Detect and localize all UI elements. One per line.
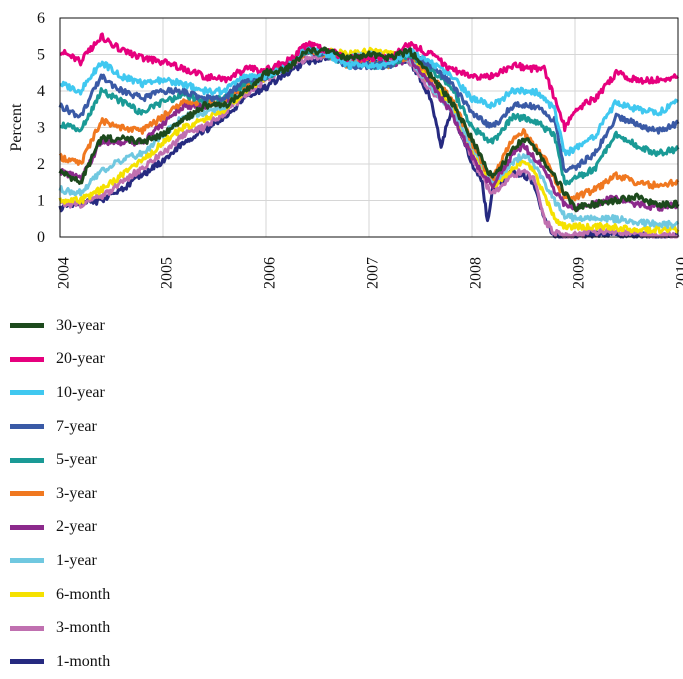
legend-swatch xyxy=(10,524,44,530)
y-axis: 0 1 2 3 4 5 6 xyxy=(37,10,45,246)
y-tick-label: 6 xyxy=(37,10,45,27)
legend-swatch xyxy=(10,625,44,631)
x-tick-label: 2007 xyxy=(365,257,382,289)
legend-item: 1-year xyxy=(10,544,110,578)
legend-item: 6-month xyxy=(10,578,110,612)
y-tick-label: 5 xyxy=(37,47,45,64)
legend-label: 2-year xyxy=(56,518,97,536)
legend-swatch xyxy=(10,491,44,497)
legend-swatch xyxy=(10,592,44,598)
legend-item: 2-year xyxy=(10,511,110,545)
x-tick-label: 2005 xyxy=(159,257,176,289)
legend-label: 30-year xyxy=(56,316,105,334)
y-tick-label: 2 xyxy=(37,156,45,173)
legend-item: 3-month xyxy=(10,611,110,645)
y-tick-label: 3 xyxy=(37,120,45,137)
x-tick-label: 2010 xyxy=(674,257,683,289)
legend-swatch xyxy=(10,390,44,396)
legend-swatch xyxy=(10,356,44,362)
legend-swatch xyxy=(10,323,44,329)
legend-item: 20-year xyxy=(10,343,110,377)
legend-item: 5-year xyxy=(10,443,110,477)
legend-label: 3-month xyxy=(56,619,111,637)
legend-label: 20-year xyxy=(56,350,105,368)
series-line-30-year xyxy=(58,46,680,213)
x-tick-label: 2008 xyxy=(468,257,485,289)
x-tick-label: 2006 xyxy=(262,257,279,289)
y-axis-label: Percent xyxy=(8,103,25,152)
legend: 30-year 20-year 10-year 7-year 5-year 3-year 2… xyxy=(10,309,110,679)
x-tick-label: 2004 xyxy=(56,257,73,289)
legend-swatch xyxy=(10,659,44,665)
legend-item: 7-year xyxy=(10,410,110,444)
legend-swatch xyxy=(10,558,44,564)
legend-label: 5-year xyxy=(56,451,97,469)
legend-label: 1-month xyxy=(56,652,111,670)
legend-item: 1-month xyxy=(10,645,110,679)
legend-swatch xyxy=(10,457,44,463)
x-tick-label: 2009 xyxy=(571,257,588,289)
legend-swatch xyxy=(10,424,44,430)
legend-label: 6-month xyxy=(56,585,111,603)
legend-item: 10-year xyxy=(10,376,110,410)
legend-item: 3-year xyxy=(10,477,110,511)
legend-label: 1-year xyxy=(56,551,97,569)
legend-label: 7-year xyxy=(56,417,97,435)
y-tick-label: 1 xyxy=(37,193,45,210)
x-axis: 2004 2005 2006 2007 2008 2009 2010 xyxy=(56,257,683,289)
line-chart: 0 1 2 3 4 5 6 2004 2005 2006 2007 2008 2009 2010 Per… xyxy=(8,10,683,289)
y-tick-label: 4 xyxy=(37,83,45,100)
plot-frame xyxy=(59,17,679,238)
legend-item: 30-year xyxy=(10,309,110,343)
legend-label: 10-year xyxy=(56,383,105,401)
y-tick-label: 0 xyxy=(37,229,45,246)
series-lines xyxy=(58,32,680,239)
legend-label: 3-year xyxy=(56,484,97,502)
series-line-10-year xyxy=(59,43,680,157)
